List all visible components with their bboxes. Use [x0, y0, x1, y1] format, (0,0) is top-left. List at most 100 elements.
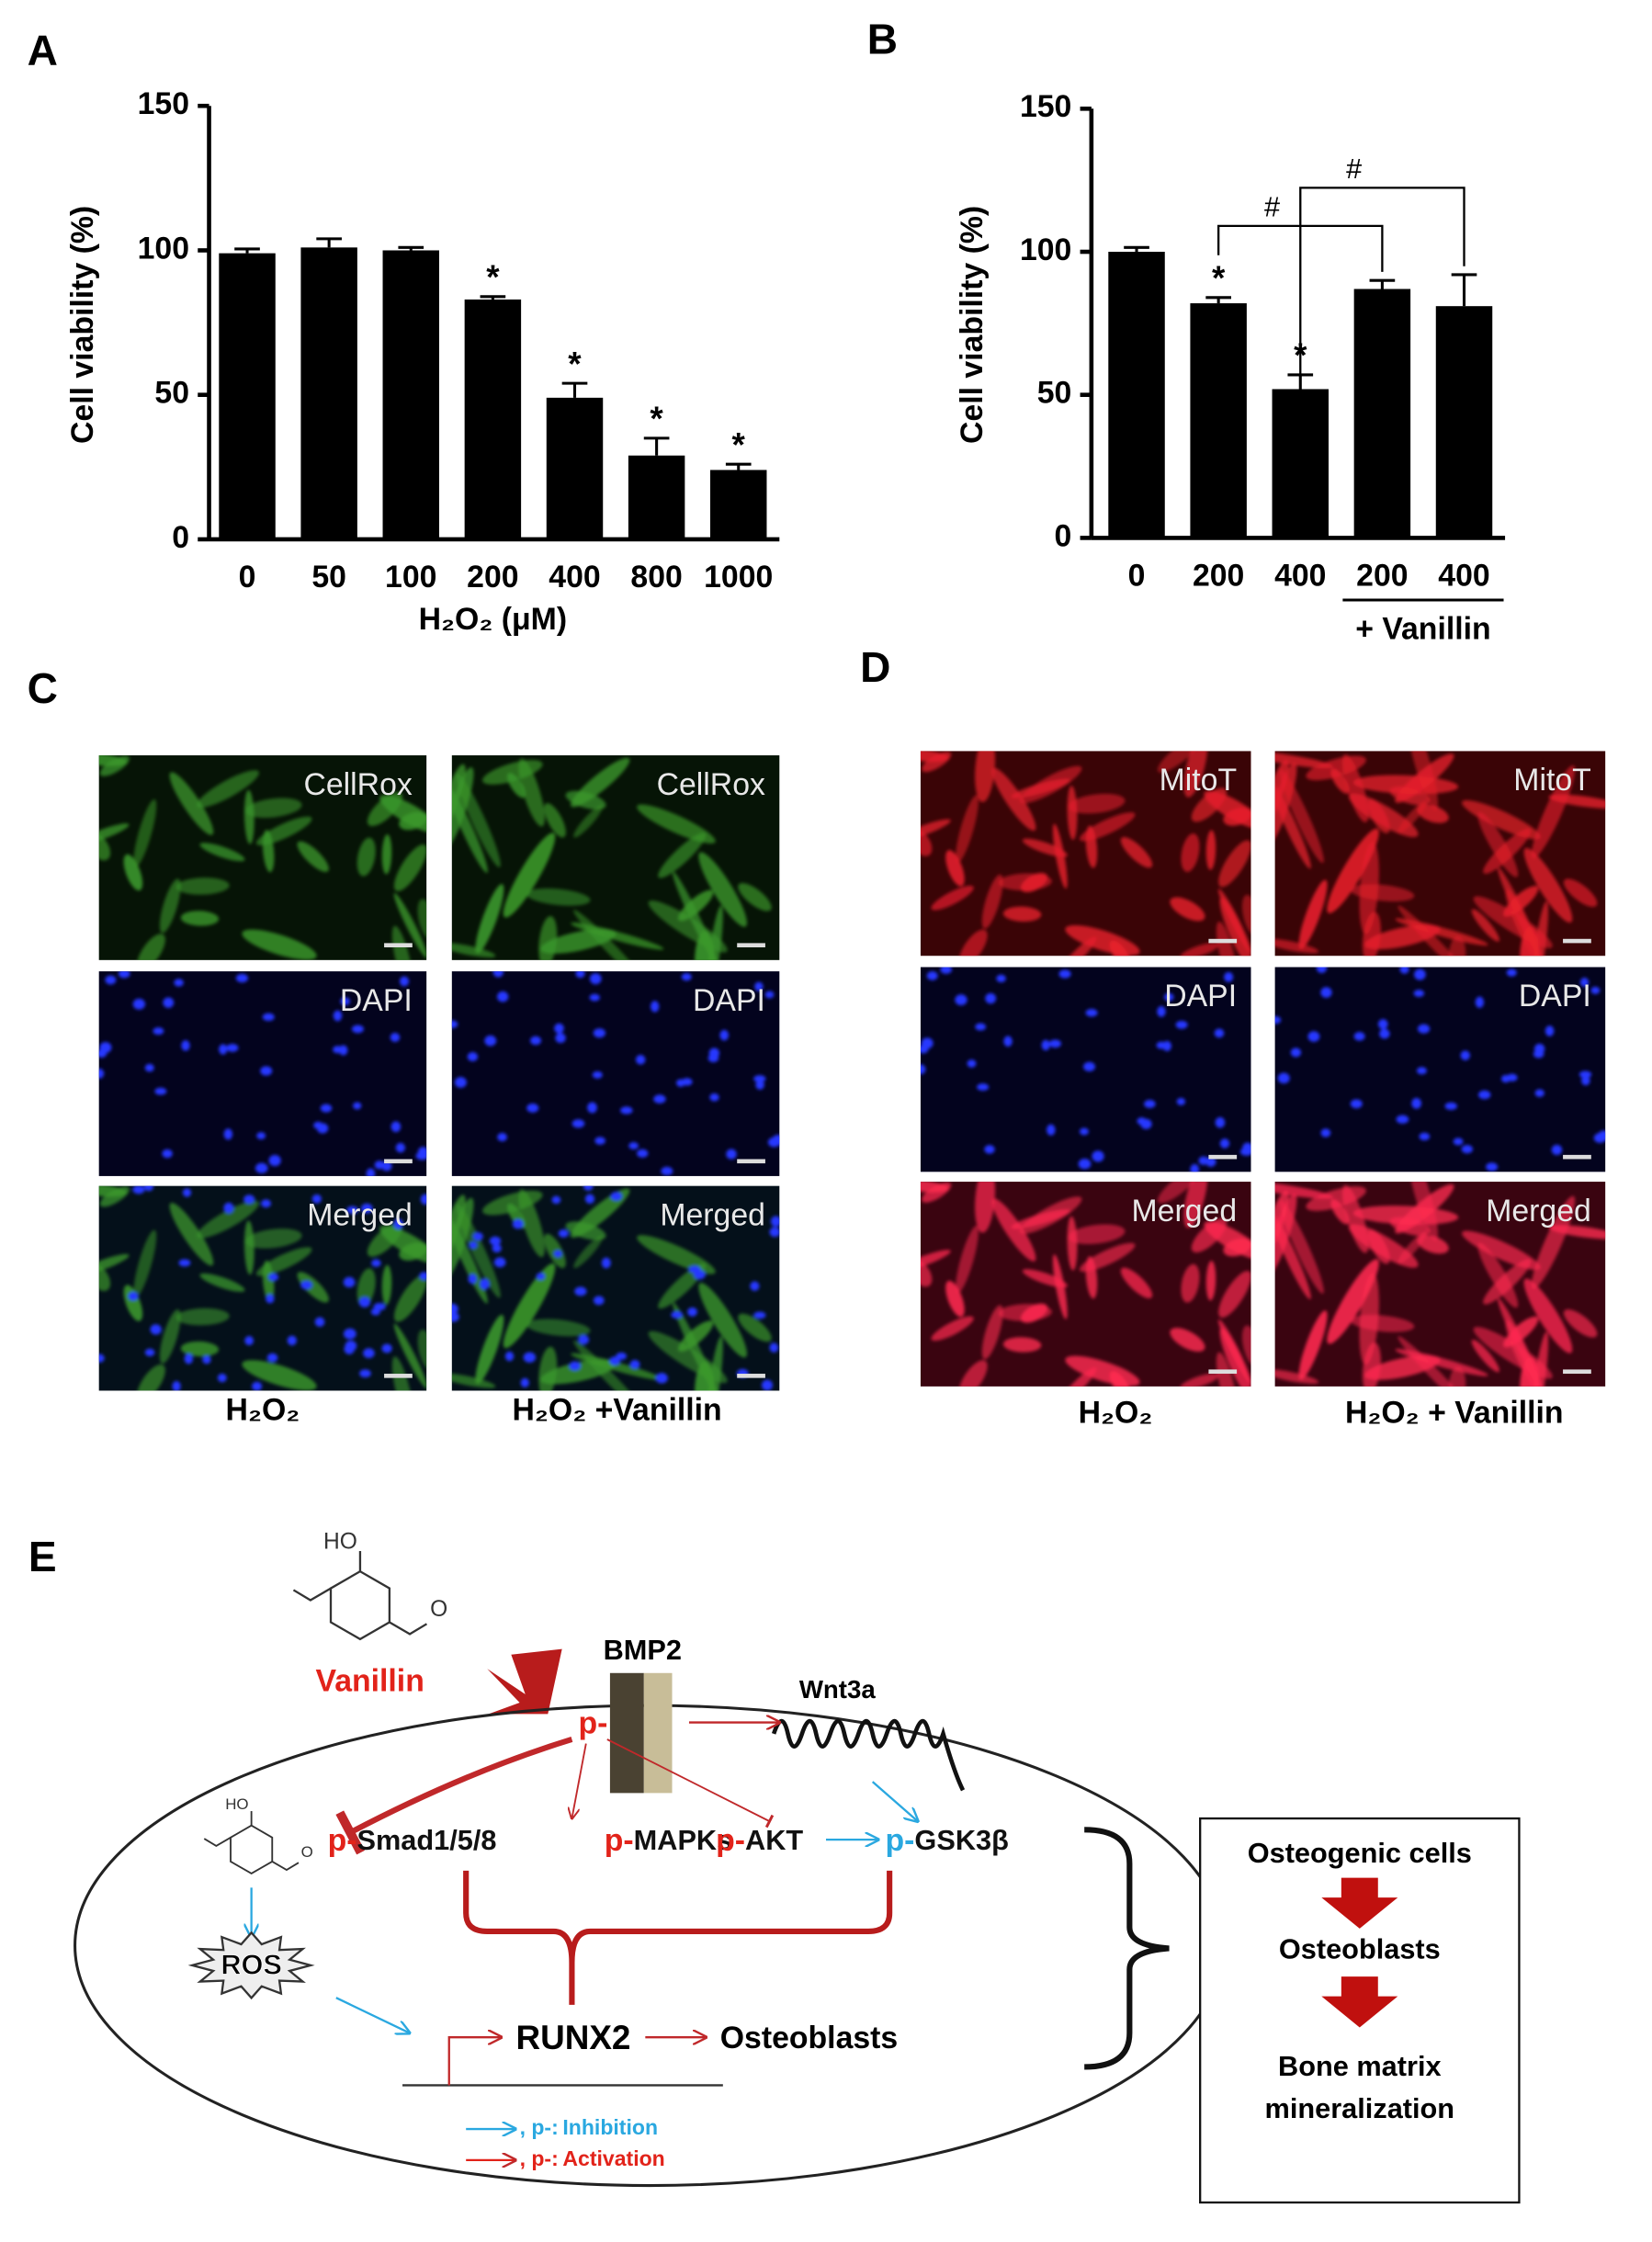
- nucleus: [353, 1102, 362, 1110]
- cell: [1058, 936, 1097, 957]
- cell: [133, 798, 157, 867]
- micrograph: [451, 755, 780, 960]
- nucleus: [1417, 1024, 1431, 1034]
- activation-arrow: [571, 1743, 587, 1818]
- cell: [297, 841, 329, 872]
- nucleus: [1444, 1102, 1457, 1110]
- receptor-dark: [609, 1672, 644, 1794]
- micrograph-label: MitoT: [1513, 763, 1591, 798]
- nucleus: [98, 1068, 105, 1079]
- cell: [698, 852, 747, 927]
- vanillin-label: Vanillin: [316, 1663, 424, 1698]
- cells: [1274, 751, 1606, 957]
- x-tick-label: 0: [239, 560, 256, 594]
- nucleus: [493, 1257, 506, 1268]
- bar: [464, 299, 522, 539]
- nucleus: [154, 1087, 167, 1095]
- nucleus: [1486, 1162, 1499, 1172]
- micrograph-bg: [451, 971, 780, 1176]
- signal-node: p-Smad1/5/8: [328, 1823, 497, 1858]
- error-bar: [643, 436, 670, 456]
- nucleus: [1164, 992, 1174, 1002]
- cell: [1274, 1368, 1319, 1385]
- nucleus: [610, 1192, 623, 1201]
- nucleus: [530, 1036, 542, 1046]
- nucleus: [769, 1227, 780, 1238]
- cell: [1274, 1182, 1334, 1199]
- cell: [678, 889, 714, 922]
- nucleus: [653, 1094, 666, 1104]
- nucleus: [1475, 996, 1485, 1008]
- nucleus: [1214, 1028, 1225, 1038]
- nucleus: [593, 1296, 605, 1306]
- cell: [391, 925, 413, 960]
- comparison-bracket: [1299, 187, 1465, 395]
- nucleus: [492, 971, 504, 978]
- nucleus: [1274, 1015, 1282, 1025]
- nucleus: [1290, 1047, 1302, 1058]
- micrograph: [1274, 967, 1606, 1172]
- nucleus: [1219, 1138, 1230, 1149]
- nucleus: [1460, 1050, 1470, 1060]
- micrograph-label: Merged: [307, 1197, 413, 1232]
- cell: [956, 795, 979, 863]
- cells: [98, 755, 427, 960]
- nucleus: [489, 1236, 502, 1246]
- micrograph: [1274, 1182, 1606, 1387]
- nucleus: [390, 1121, 402, 1133]
- aldehyde: [271, 1861, 300, 1872]
- cell: [137, 934, 165, 960]
- promoter-arrow: [447, 2037, 502, 2086]
- nucleus: [399, 976, 410, 987]
- cell: [1120, 1267, 1153, 1298]
- nucleus: [1277, 1072, 1290, 1084]
- convergence-brace: [463, 1870, 893, 2005]
- aldehyde: [389, 1621, 428, 1636]
- cell: [1068, 1224, 1126, 1245]
- bar: [1353, 289, 1411, 538]
- cell: [98, 1263, 111, 1292]
- cell: [381, 833, 392, 875]
- x-tick-label: 100: [385, 560, 436, 594]
- cell: [199, 1273, 245, 1292]
- cell: [678, 1320, 714, 1353]
- nucleus: [181, 1040, 190, 1051]
- cell: [1052, 1254, 1068, 1319]
- nucleus: [360, 1203, 373, 1214]
- signal-node: p-MAPKs: [605, 1823, 732, 1858]
- nucleus: [726, 1149, 737, 1160]
- scale-bar: [384, 1159, 413, 1164]
- cell: [1157, 751, 1201, 773]
- cell: [169, 1202, 214, 1266]
- nucleus: [359, 1369, 371, 1378]
- cell: [393, 892, 427, 958]
- cell: [1417, 1234, 1449, 1254]
- nucleus: [926, 970, 938, 980]
- cell: [544, 1233, 566, 1269]
- nucleus: [1533, 1049, 1545, 1059]
- micrograph: [98, 971, 427, 1176]
- nucleus: [497, 991, 509, 1002]
- scale-bar: [384, 1374, 413, 1378]
- panel-label: C: [28, 664, 58, 712]
- cell: [1306, 1186, 1366, 1211]
- cell: [526, 1319, 591, 1337]
- nucleus: [484, 1035, 497, 1047]
- x-tick-label: 400: [549, 560, 600, 594]
- nucleus: [587, 1102, 597, 1114]
- cell: [1359, 1272, 1379, 1365]
- nucleus: [255, 1162, 268, 1173]
- phospho-label: p-: [579, 1706, 608, 1741]
- nucleus: [1157, 1006, 1166, 1017]
- significance-marker: *: [732, 425, 746, 463]
- cell: [98, 755, 128, 766]
- nucleus: [589, 993, 600, 1002]
- nucleus: [451, 1020, 458, 1029]
- cell: [1523, 847, 1573, 923]
- cell: [507, 773, 526, 798]
- cell: [1157, 1182, 1201, 1204]
- y-tick-label: 0: [1055, 518, 1072, 553]
- cell: [197, 1200, 259, 1239]
- nucleus: [1581, 1076, 1590, 1086]
